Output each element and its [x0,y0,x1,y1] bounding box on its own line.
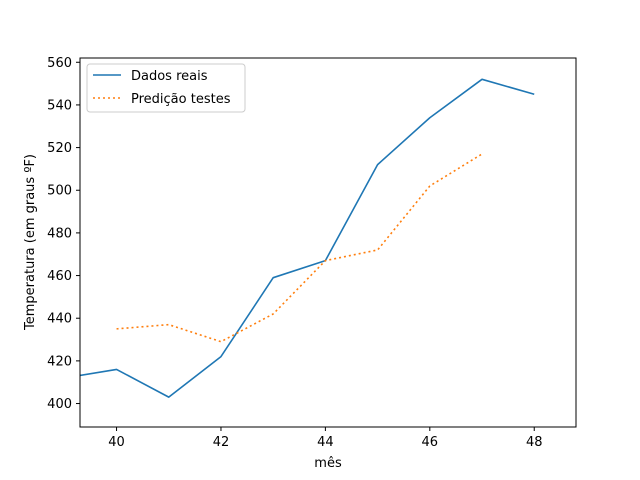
y-tick-label: 500 [47,184,72,199]
x-tick-label: 42 [213,435,230,450]
y-tick-label: 520 [47,141,72,156]
y-tick-label: 420 [47,354,72,369]
y-tick-label: 480 [47,226,72,241]
legend: Dados reais Predição testes [86,63,246,113]
y-axis-label: Temperatura (em graus ºF) [23,154,38,331]
y-tick-label: 540 [47,98,72,113]
x-axis-ticks: 40 42 44 46 48 [108,427,543,450]
y-tick-label: 460 [47,269,72,284]
x-tick-label: 44 [317,435,334,450]
series-line-2 [116,153,483,343]
legend-label-1: Dados reais [131,69,208,84]
x-tick-label: 40 [108,435,125,450]
plot-frame [79,57,577,428]
y-tick-label: 560 [47,56,72,71]
x-tick-label: 48 [526,435,543,450]
series-layer [80,78,535,398]
series-line-1 [80,78,535,398]
y-tick-label: 400 [47,397,72,412]
x-tick-label: 46 [422,435,439,450]
x-axis-label: mês [314,456,342,471]
y-tick-label: 440 [47,312,72,327]
legend-label-2: Predição testes [131,92,231,107]
legend-box [86,63,246,113]
y-axis-ticks: 400 420 440 460 480 500 520 540 560 [47,56,80,412]
